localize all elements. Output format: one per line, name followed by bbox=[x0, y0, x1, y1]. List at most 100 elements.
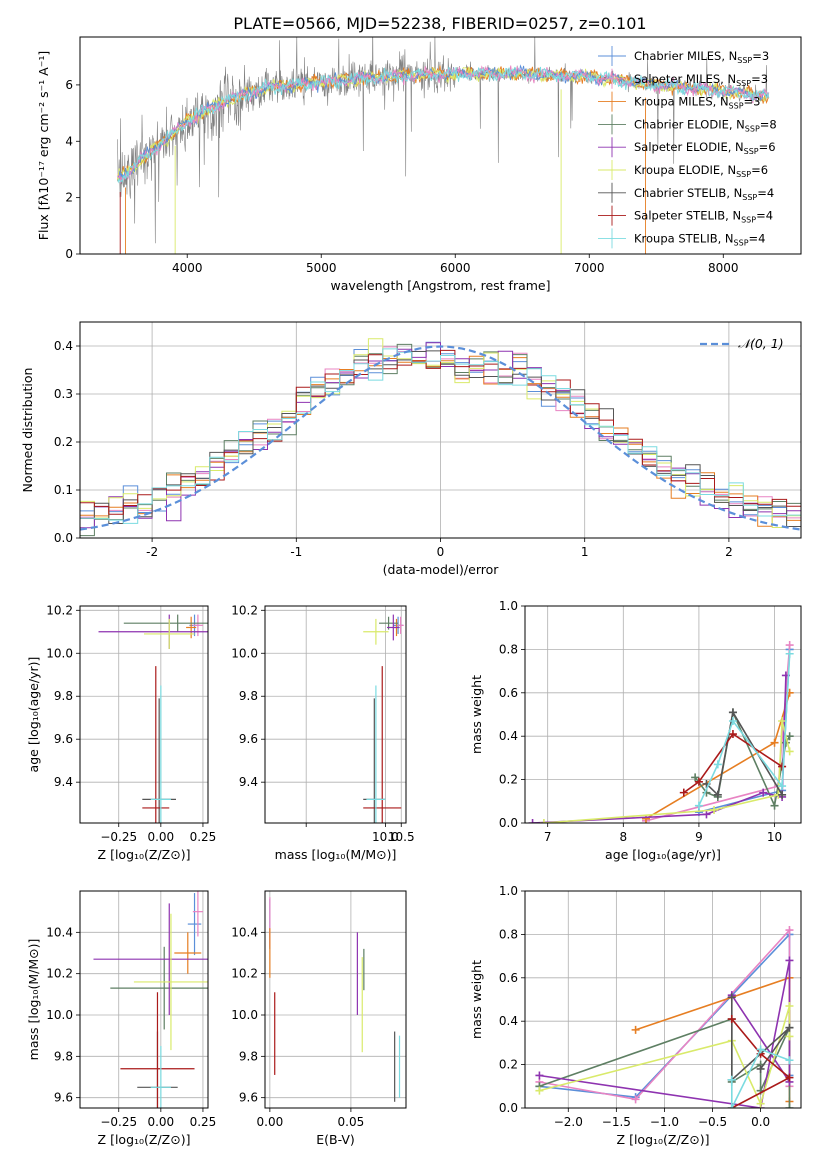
x-tick-label: 9 bbox=[695, 830, 703, 844]
y-tick-label: 0.0 bbox=[499, 1101, 518, 1115]
legend-sub: SSP bbox=[736, 170, 751, 179]
weight-marker-8 bbox=[786, 650, 794, 658]
legend-sub: SSP bbox=[741, 216, 756, 225]
x-tick-label: -1 bbox=[290, 545, 302, 559]
legend-suffix: =4 bbox=[756, 209, 773, 223]
legend-entry-4: Salpeter ELODIE, NSSP=6 bbox=[634, 140, 776, 156]
y-axis-label: age [log₁₀(age/yr)] bbox=[26, 657, 41, 773]
y-tick-label: 0.4 bbox=[54, 339, 73, 353]
y-tick-label: 0.2 bbox=[499, 1058, 518, 1072]
x-axis-label: age [log₁₀(age/yr)] bbox=[605, 847, 721, 862]
mass-vs-z-panel: −0.25 0.00 0.259.69.810.010.210.4Z [log₁₀(… bbox=[26, 887, 245, 1147]
y-tick-label: 0.6 bbox=[499, 971, 518, 985]
residuals-panel: -2 -1 0 1 20.00.10.20.30.4(data-model)/error… bbox=[20, 322, 801, 577]
y-tick-label: 0 bbox=[65, 247, 73, 261]
x-tick-label: 10.5 bbox=[388, 830, 415, 844]
weight-marker-2 bbox=[771, 739, 779, 747]
x-tick-label: 1 bbox=[581, 545, 589, 559]
legend-sub: SSP bbox=[729, 102, 744, 111]
weight-marker-3 bbox=[771, 802, 779, 810]
legend-name: Kroupa ELODIE, N bbox=[634, 163, 736, 177]
weight-marker-5 bbox=[786, 747, 794, 755]
weight-marker-5 bbox=[535, 1087, 543, 1095]
x-tick-label: −2.0 bbox=[554, 1115, 583, 1129]
y-axis-label: mass [log₁₀(M/M⊙)] bbox=[26, 939, 41, 1061]
weight-line-8 bbox=[699, 654, 790, 806]
x-tick-label: 4000 bbox=[172, 261, 203, 275]
x-tick-label: 0.25 bbox=[190, 830, 217, 844]
legend-name: Chabrier ELODIE, N bbox=[634, 117, 745, 131]
y-tick-label: 0.8 bbox=[499, 927, 518, 941]
legend-gaussian-label: 𝒩(0, 1) bbox=[738, 336, 784, 351]
y-tick-label: 0.0 bbox=[54, 531, 73, 545]
mass-vs-z-plot-area bbox=[93, 887, 245, 1145]
y-tick-label: 1.0 bbox=[499, 599, 518, 613]
legend-entry-3: Chabrier ELODIE, NSSP=8 bbox=[634, 117, 777, 133]
y-tick-label: 0.3 bbox=[54, 387, 73, 401]
mass-vs-ebv-panel: 0.00 0.059.69.810.010.210.4E(B-V) bbox=[231, 891, 406, 1147]
x-axis-label: E(B-V) bbox=[316, 1132, 355, 1147]
y-axis-label: Flux [fλ10⁻¹⁷ erg cm⁻² s⁻¹ A⁻¹] bbox=[36, 51, 51, 240]
legend-sub: SSP bbox=[736, 79, 751, 88]
y-tick-label: 10.0 bbox=[231, 1008, 258, 1022]
y-tick-label: 9.8 bbox=[239, 689, 258, 703]
x-tick-label: 0.0 bbox=[751, 1115, 770, 1129]
legend-name: Kroupa STELIB, N bbox=[634, 231, 734, 245]
x-tick-label: 0 bbox=[437, 545, 445, 559]
legend-sub: SSP bbox=[742, 193, 757, 202]
legend-suffix: =4 bbox=[757, 186, 774, 200]
y-tick-label: 10.2 bbox=[46, 967, 73, 981]
x-axis-label: wavelength [Angstrom, rest frame] bbox=[330, 278, 550, 293]
y-tick-label: 0.6 bbox=[499, 686, 518, 700]
x-tick-label: 0.00 bbox=[257, 1115, 284, 1129]
y-tick-label: 9.8 bbox=[54, 689, 73, 703]
x-axis-label: Z [log₁₀(Z/Z⊙)] bbox=[98, 1132, 191, 1147]
legend-suffix: =8 bbox=[760, 117, 777, 131]
legend-name: Salpeter STELIB, N bbox=[634, 209, 741, 223]
y-axis-label: mass weight bbox=[469, 960, 484, 1039]
legend-name: Chabrier STELIB, N bbox=[634, 186, 742, 200]
y-tick-label: 0.4 bbox=[499, 1014, 518, 1028]
x-axis-label: Z [log₁₀(Z/Z⊙)] bbox=[617, 1132, 710, 1147]
weight-marker-5 bbox=[757, 1100, 765, 1108]
y-tick-label: 10.2 bbox=[46, 603, 73, 617]
y-tick-label: 0.4 bbox=[499, 729, 518, 743]
y-tick-label: 9.6 bbox=[239, 732, 258, 746]
x-tick-label: 6000 bbox=[440, 261, 471, 275]
y-tick-label: 10.0 bbox=[231, 646, 258, 660]
y-tick-label: 9.8 bbox=[239, 1049, 258, 1063]
legend-suffix: =3 bbox=[752, 49, 769, 63]
y-tick-label: 4 bbox=[65, 134, 73, 148]
figure: PLATE=0566, MJD=52238, FIBERID=0257, z=0… bbox=[0, 0, 819, 1170]
y-tick-label: 2 bbox=[65, 191, 73, 205]
x-tick-label: 0.25 bbox=[190, 1115, 217, 1129]
legend-suffix: =6 bbox=[751, 163, 768, 177]
x-tick-label: −0.25 bbox=[100, 1115, 137, 1129]
weight-marker-2 bbox=[632, 1026, 640, 1034]
y-tick-label: 10.2 bbox=[231, 967, 258, 981]
axes-frame bbox=[80, 606, 208, 823]
legend-sub: SSP bbox=[745, 124, 760, 133]
y-tick-label: 6 bbox=[65, 78, 73, 92]
axes-frame bbox=[265, 891, 406, 1108]
y-tick-label: 10.4 bbox=[46, 925, 73, 939]
x-tick-label: 7 bbox=[544, 830, 552, 844]
x-tick-label: 5000 bbox=[306, 261, 337, 275]
y-axis-label: Normed distribution bbox=[20, 368, 35, 493]
legend-entry-5: Kroupa ELODIE, NSSP=6 bbox=[634, 163, 768, 179]
y-tick-label: 9.6 bbox=[54, 1091, 73, 1105]
x-tick-label: −1.5 bbox=[602, 1115, 631, 1129]
weight-marker-8 bbox=[785, 1056, 793, 1064]
weight-marker-5 bbox=[785, 1002, 793, 1010]
mass-vs-ebv-plot-area bbox=[270, 897, 400, 1102]
axes-frame bbox=[265, 606, 406, 823]
weight-line-6 bbox=[707, 712, 783, 795]
legend-entry-8: Kroupa STELIB, NSSP=4 bbox=[634, 231, 765, 247]
x-tick-label: 8 bbox=[619, 830, 627, 844]
legend-suffix: =6 bbox=[759, 140, 776, 154]
legend-entry-1: Salpeter MILES, NSSP=3 bbox=[634, 72, 768, 88]
weight-marker-4 bbox=[785, 956, 793, 964]
y-tick-label: 10.4 bbox=[231, 925, 258, 939]
weight-marker-4 bbox=[535, 1071, 543, 1079]
